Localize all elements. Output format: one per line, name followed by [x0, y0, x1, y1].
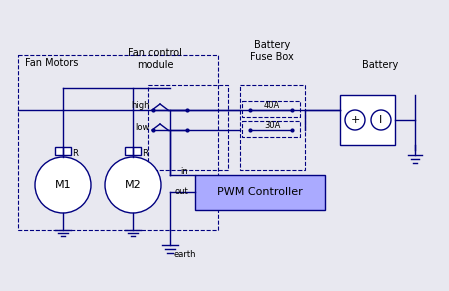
Circle shape [35, 157, 91, 213]
Bar [18, 55, 218, 230]
Bar [125, 147, 141, 155]
Bar [242, 121, 300, 137]
Bar [148, 85, 228, 170]
Bar [242, 101, 300, 117]
Text: in: in [180, 168, 188, 177]
Text: 40A: 40A [264, 101, 280, 110]
Text: high: high [132, 100, 150, 109]
Text: M2: M2 [125, 180, 141, 190]
Circle shape [345, 110, 365, 130]
Text: Battery: Battery [362, 60, 398, 70]
Bar [340, 95, 395, 145]
Text: I: I [379, 115, 383, 125]
Text: low: low [136, 123, 150, 132]
Text: R: R [72, 149, 78, 158]
Text: Battery
Fuse Box: Battery Fuse Box [250, 40, 294, 62]
Text: M1: M1 [55, 180, 71, 190]
Circle shape [371, 110, 391, 130]
Text: 30A: 30A [264, 121, 280, 130]
Text: Fan control
module: Fan control module [128, 48, 182, 70]
Text: Fan Motors: Fan Motors [25, 58, 79, 68]
Text: earth: earth [173, 250, 195, 259]
Bar [195, 175, 325, 210]
Text: R: R [142, 149, 148, 158]
Bar [240, 85, 305, 170]
Circle shape [105, 157, 161, 213]
Bar [55, 147, 71, 155]
Text: PWM Controller: PWM Controller [217, 187, 303, 197]
Text: out: out [174, 187, 188, 196]
Text: +: + [350, 115, 360, 125]
